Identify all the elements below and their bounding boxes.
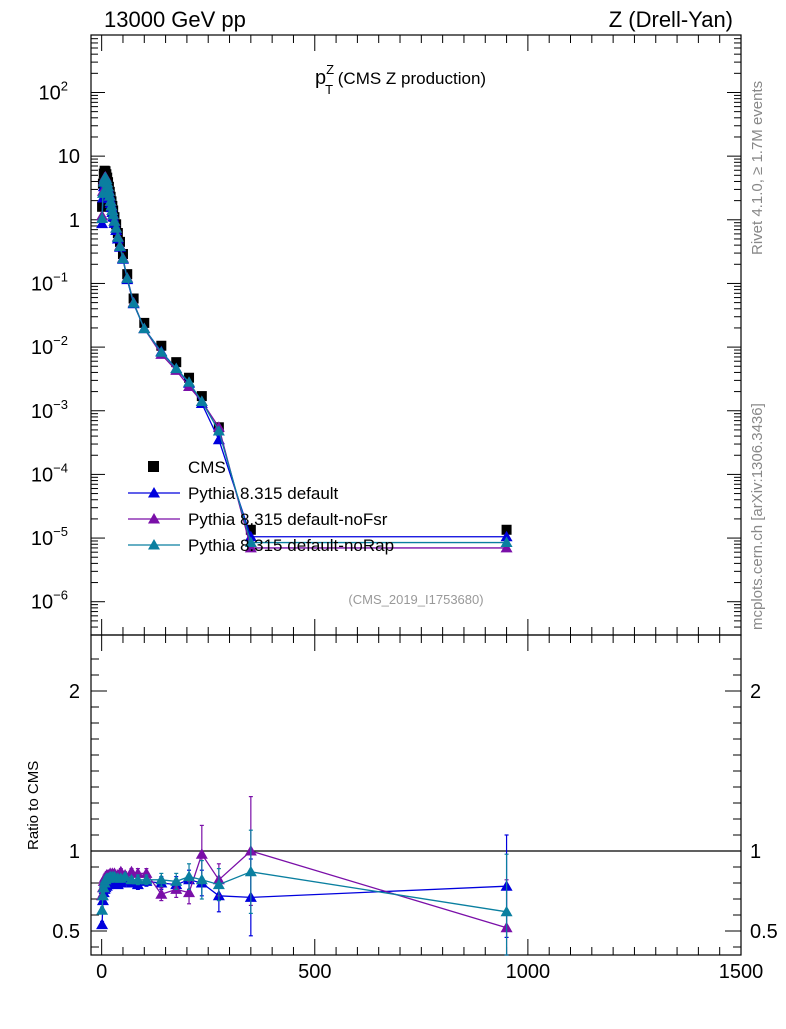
title-rest: (CMS Z production) [333, 69, 486, 88]
noRap-ratio-point [140, 873, 153, 885]
y-tick-label: 10−4 [31, 460, 68, 486]
legend-label: Pythia 8.315 default-noRap [188, 536, 394, 555]
ratio-y-tick-label: 0.5 [52, 921, 80, 943]
noRap-point [108, 215, 121, 226]
main-series-layer [96, 165, 513, 553]
noRap-ratio-point [500, 905, 513, 917]
y-tick-label: 10−3 [31, 397, 68, 423]
noRap-ratio-point [183, 870, 196, 882]
cms-point [171, 357, 182, 368]
legend-noRap-marker [148, 539, 160, 550]
noRap-ratio-point [212, 878, 225, 890]
noRap-point [113, 240, 126, 252]
noRap-point [170, 362, 183, 374]
noRap-point [103, 190, 116, 201]
side-rivet: Rivet 4.1.0, ≥ 1.7M events [749, 81, 766, 255]
x-tick-label: 1500 [719, 961, 764, 983]
y-tick-label: 1 [69, 210, 80, 232]
y-tick-label: 102 [39, 78, 68, 104]
x-tick-label: 500 [298, 961, 331, 983]
y-tick-label: 10 [58, 146, 80, 168]
noRap-ratio-point [170, 875, 183, 886]
noRap-point [96, 212, 109, 223]
noRap-point [212, 425, 225, 436]
noRap-point [107, 208, 120, 220]
cms-point [501, 524, 512, 535]
noFsr-ratio-point [183, 886, 196, 898]
noRap-point [127, 297, 140, 308]
legend-default-marker [148, 487, 160, 498]
noRap-point [195, 395, 208, 406]
noRap-point [138, 322, 151, 334]
noRap-point [111, 231, 124, 242]
legend-noFsr-marker [148, 513, 160, 524]
default-point [500, 530, 513, 542]
ratio-y-tick-label-right: 2 [750, 681, 761, 703]
noFsr-point [500, 541, 513, 553]
noRap-point [110, 222, 123, 233]
cms-point [245, 524, 256, 535]
legend: CMS Pythia 8.315 default Pythia 8.315 defa… [128, 458, 394, 555]
plot-title: pZ T (CMS Z production) [315, 62, 486, 97]
noRap-point [183, 376, 196, 387]
title-sup: Z [326, 62, 334, 77]
header-left: 13000 GeV pp [104, 7, 246, 32]
ratio-panel-frame [90, 634, 742, 956]
noRap-point [106, 204, 119, 215]
ratio-y-tick-label-right: 0.5 [750, 921, 778, 943]
noRap-point [104, 195, 117, 206]
axis-ticks: 102 10 1 10−1 10−2 10−3 10−4 10−5 10−6 0 500 1000 15… [31, 34, 778, 983]
y-tick-label: 10−5 [31, 524, 68, 550]
noFsr-ratio-point [195, 848, 208, 859]
noRap-ratio-point [195, 873, 208, 885]
legend-label: Pythia 8.315 default-noFsr [188, 510, 388, 529]
legend-cms-marker [148, 461, 159, 472]
ratio-ylabel: Ratio to CMS [25, 761, 42, 850]
noRap-ratio-point [131, 873, 144, 885]
default-ratio-point [96, 918, 109, 930]
legend-label: CMS [188, 458, 226, 477]
x-tick-label: 0 [96, 961, 107, 983]
noRap-point [244, 536, 257, 548]
noFsr-ratio-point [155, 888, 168, 899]
side-mcplots: mcplots.cern.ch [arXiv:1306.3436] [749, 403, 766, 630]
noRap-ratio-point [96, 889, 109, 901]
noRap-point [116, 252, 129, 264]
ratio-series-layer [96, 795, 513, 956]
noRap-ratio-point [244, 865, 257, 877]
noRap-point [105, 199, 118, 211]
noRap-point [102, 180, 115, 192]
ratio-y-tick-label-right: 1 [750, 841, 761, 863]
y-tick-label: 10−2 [31, 333, 68, 359]
noFsr-ratio-point [131, 867, 144, 878]
title-sub: T [325, 82, 333, 97]
header-right: Z (Drell-Yan) [609, 7, 733, 32]
noFsr-ratio-point [140, 867, 153, 878]
title-main: p [315, 67, 326, 89]
ratio-y-tick-label: 1 [69, 841, 80, 863]
noRap-point [102, 185, 115, 196]
noRap-point [155, 346, 168, 357]
noRap-point [121, 272, 134, 283]
noRap-ratio-point [119, 870, 132, 882]
noFsr-point [244, 541, 257, 553]
noRap-ratio-point [155, 873, 168, 885]
noRap-point [500, 536, 513, 548]
noRap-ratio-point [96, 904, 109, 915]
x-tick-label: 1000 [506, 961, 551, 983]
y-tick-label: 10−1 [31, 269, 68, 295]
y-tick-label: 10−6 [31, 588, 68, 614]
legend-label: Pythia 8.315 default [188, 484, 339, 503]
analysis-label: (CMS_2019_I1753680) [348, 592, 483, 607]
ratio-y-tick-label: 2 [69, 681, 80, 703]
